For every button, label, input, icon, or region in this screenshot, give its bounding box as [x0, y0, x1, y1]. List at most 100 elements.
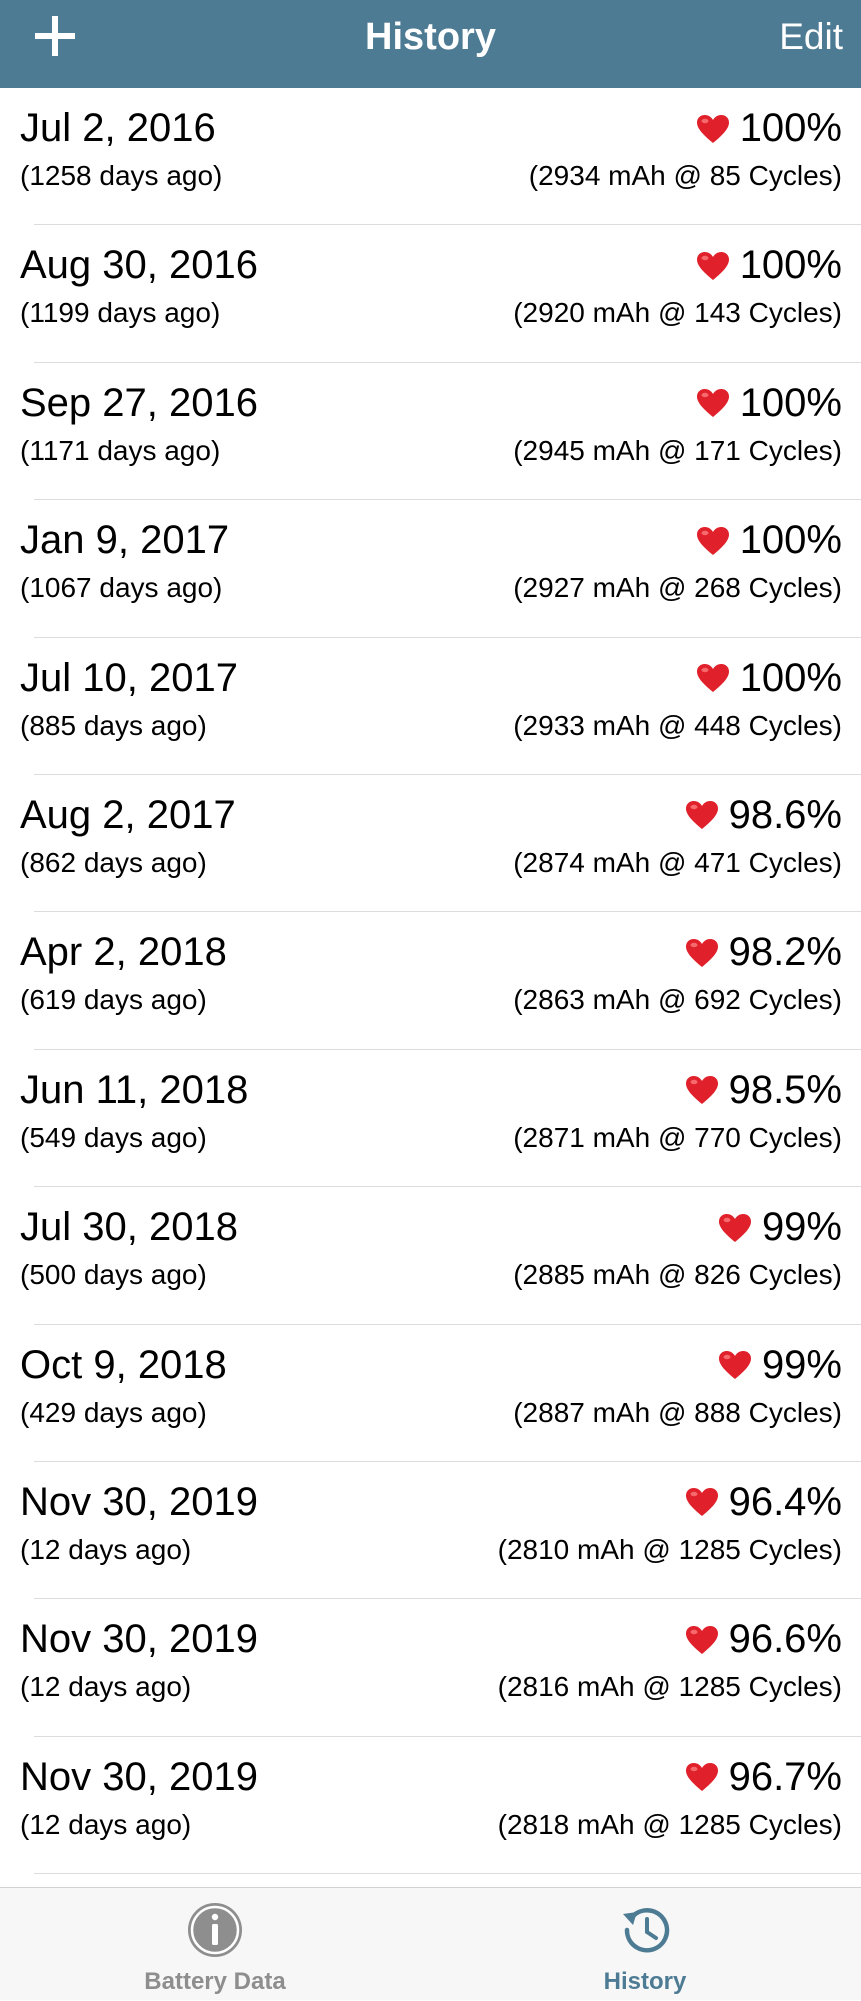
entry-health: 98.2%: [685, 930, 842, 975]
heart-icon: [685, 938, 718, 967]
entry-date: Nov 30, 2019: [20, 1754, 258, 1799]
history-entry[interactable]: Aug 30, 2016 (1199 days ago) 100% (2920 mAh…: [20, 225, 861, 363]
history-entry[interactable]: Sep 27, 2016 (1171 days ago) 100% (2945 mAh…: [20, 363, 861, 501]
history-entry[interactable]: Nov 30, 2019 (12 days ago) 96.4% (2810 mAh …: [20, 1462, 861, 1600]
history-entry[interactable]: Jul 30, 2018 (500 days ago) 99% (2885 mAh @…: [20, 1187, 861, 1325]
entry-health: 96.4%: [685, 1480, 842, 1525]
entry-days-ago: (1199 days ago): [20, 297, 221, 329]
entry-health-percent: 100%: [739, 243, 842, 288]
entry-health: 100%: [696, 518, 842, 563]
tab-battery-data-label: Battery Data: [144, 1968, 286, 1995]
plus-icon: [35, 16, 75, 56]
tab-history[interactable]: History: [430, 1888, 860, 2001]
entry-health-percent: 100%: [739, 655, 842, 700]
entry-health: 96.6%: [685, 1617, 842, 1662]
entry-health-percent: 100%: [739, 518, 842, 563]
entry-health-percent: 96.7%: [728, 1754, 842, 1799]
entry-capacity-detail: (2934 mAh @ 85 Cycles): [528, 160, 842, 191]
heart-icon: [685, 1076, 718, 1105]
entry-capacity-detail: (2887 mAh @ 888 Cycles): [513, 1396, 842, 1428]
entry-date: Nov 30, 2019: [20, 1617, 258, 1662]
entry-capacity-detail: (2885 mAh @ 826 Cycles): [513, 1259, 842, 1291]
heart-icon: [685, 1625, 718, 1654]
entry-health: 100%: [696, 106, 842, 151]
entry-days-ago: (12 days ago): [20, 1808, 192, 1840]
entry-days-ago: (1171 days ago): [20, 434, 221, 466]
entry-health: 99%: [718, 1205, 842, 1250]
heart-icon: [696, 251, 729, 280]
entry-date: Jul 2, 2016: [20, 106, 216, 150]
entry-date: Jul 30, 2018: [20, 1205, 238, 1250]
history-list: Jul 2, 2016 (1258 days ago) 100% (2934 mAh …: [0, 88, 861, 1875]
entry-days-ago: (549 days ago): [20, 1121, 207, 1153]
add-entry-button[interactable]: [30, 12, 82, 64]
entry-health: 96.7%: [685, 1755, 842, 1800]
entry-days-ago: (12 days ago): [20, 1533, 192, 1565]
entry-capacity-detail: (2874 mAh @ 471 Cycles): [513, 846, 842, 878]
entry-health-percent: 100%: [739, 380, 842, 425]
entry-days-ago: (619 days ago): [20, 984, 207, 1016]
heart-icon: [685, 801, 718, 830]
info-icon: [188, 1903, 242, 1957]
heart-icon: [696, 114, 729, 143]
tab-bar: Battery Data History: [0, 1887, 861, 2000]
entry-health: 98.5%: [685, 1068, 842, 1113]
entry-capacity-detail: (2871 mAh @ 770 Cycles): [513, 1121, 842, 1153]
entry-health-percent: 98.5%: [728, 1067, 842, 1112]
history-clock-icon: [623, 1908, 670, 1953]
entry-date: Aug 30, 2016: [20, 243, 258, 288]
entry-health: 98.6%: [685, 793, 842, 838]
entry-health-percent: 99%: [761, 1342, 842, 1387]
history-entry[interactable]: Apr 2, 2018 (619 days ago) 98.2% (2863 mAh …: [20, 912, 861, 1050]
entry-health-percent: 100%: [739, 106, 842, 150]
entry-date: Jun 11, 2018: [20, 1067, 249, 1112]
heart-icon: [696, 389, 729, 418]
entry-date: Aug 2, 2017: [20, 792, 236, 837]
entry-health-percent: 96.4%: [728, 1479, 842, 1524]
heart-icon: [685, 1488, 718, 1517]
entry-date: Sep 27, 2016: [20, 380, 258, 425]
history-entry[interactable]: Nov 30, 2019 (12 days ago) 96.7% (2818 mAh …: [20, 1737, 861, 1875]
entry-capacity-detail: (2927 mAh @ 268 Cycles): [513, 572, 842, 604]
entry-health-percent: 98.6%: [728, 792, 842, 837]
navigation-bar: History Edit: [0, 0, 861, 88]
entry-health: 99%: [718, 1343, 842, 1388]
entry-capacity-detail: (2863 mAh @ 692 Cycles): [513, 984, 842, 1016]
entry-date: Jul 10, 2017: [20, 655, 238, 700]
entry-date: Jan 9, 2017: [20, 518, 230, 563]
entry-health-percent: 98.2%: [728, 930, 842, 975]
entry-date: Oct 9, 2018: [20, 1342, 227, 1387]
history-entry[interactable]: Nov 30, 2019 (12 days ago) 96.6% (2816 mAh …: [20, 1599, 861, 1737]
entry-health: 100%: [696, 243, 842, 288]
entry-health: 100%: [696, 656, 842, 701]
history-entry[interactable]: Jun 11, 2018 (549 days ago) 98.5% (2871 mAh…: [20, 1050, 861, 1188]
entry-capacity-detail: (2933 mAh @ 448 Cycles): [513, 709, 842, 741]
entry-health-percent: 96.6%: [728, 1617, 842, 1662]
heart-icon: [718, 1213, 751, 1242]
entry-capacity-detail: (2816 mAh @ 1285 Cycles): [497, 1671, 842, 1703]
tab-battery-data[interactable]: Battery Data: [0, 1888, 430, 2001]
history-entry[interactable]: Jul 2, 2016 (1258 days ago) 100% (2934 mAh …: [20, 88, 861, 226]
entry-capacity-detail: (2920 mAh @ 143 Cycles): [513, 297, 842, 329]
heart-icon: [696, 664, 729, 693]
entry-days-ago: (1067 days ago): [20, 572, 223, 604]
tab-history-label: History: [603, 1968, 687, 1995]
edit-button[interactable]: Edit: [779, 16, 843, 57]
entry-days-ago: (12 days ago): [20, 1671, 192, 1703]
page-title: History: [365, 16, 496, 58]
heart-icon: [685, 1763, 718, 1792]
entry-days-ago: (1258 days ago): [20, 160, 223, 191]
entry-health-percent: 99%: [761, 1205, 842, 1250]
history-entry[interactable]: Aug 2, 2017 (862 days ago) 98.6% (2874 mAh …: [20, 775, 861, 913]
heart-icon: [718, 1351, 751, 1380]
entry-date: Nov 30, 2019: [20, 1479, 258, 1524]
history-entry[interactable]: Oct 9, 2018 (429 days ago) 99% (2887 mAh @ …: [20, 1325, 861, 1462]
entry-days-ago: (500 days ago): [20, 1259, 207, 1291]
entry-days-ago: (429 days ago): [20, 1396, 207, 1428]
entry-date: Apr 2, 2018: [20, 930, 227, 975]
history-entry[interactable]: Jul 10, 2017 (885 days ago) 100% (2933 mAh …: [20, 638, 861, 775]
history-entry[interactable]: Jan 9, 2017 (1067 days ago) 100% (2927 mAh …: [20, 500, 861, 638]
entry-health: 100%: [696, 381, 842, 426]
entry-days-ago: (885 days ago): [20, 709, 207, 741]
entry-days-ago: (862 days ago): [20, 846, 207, 878]
